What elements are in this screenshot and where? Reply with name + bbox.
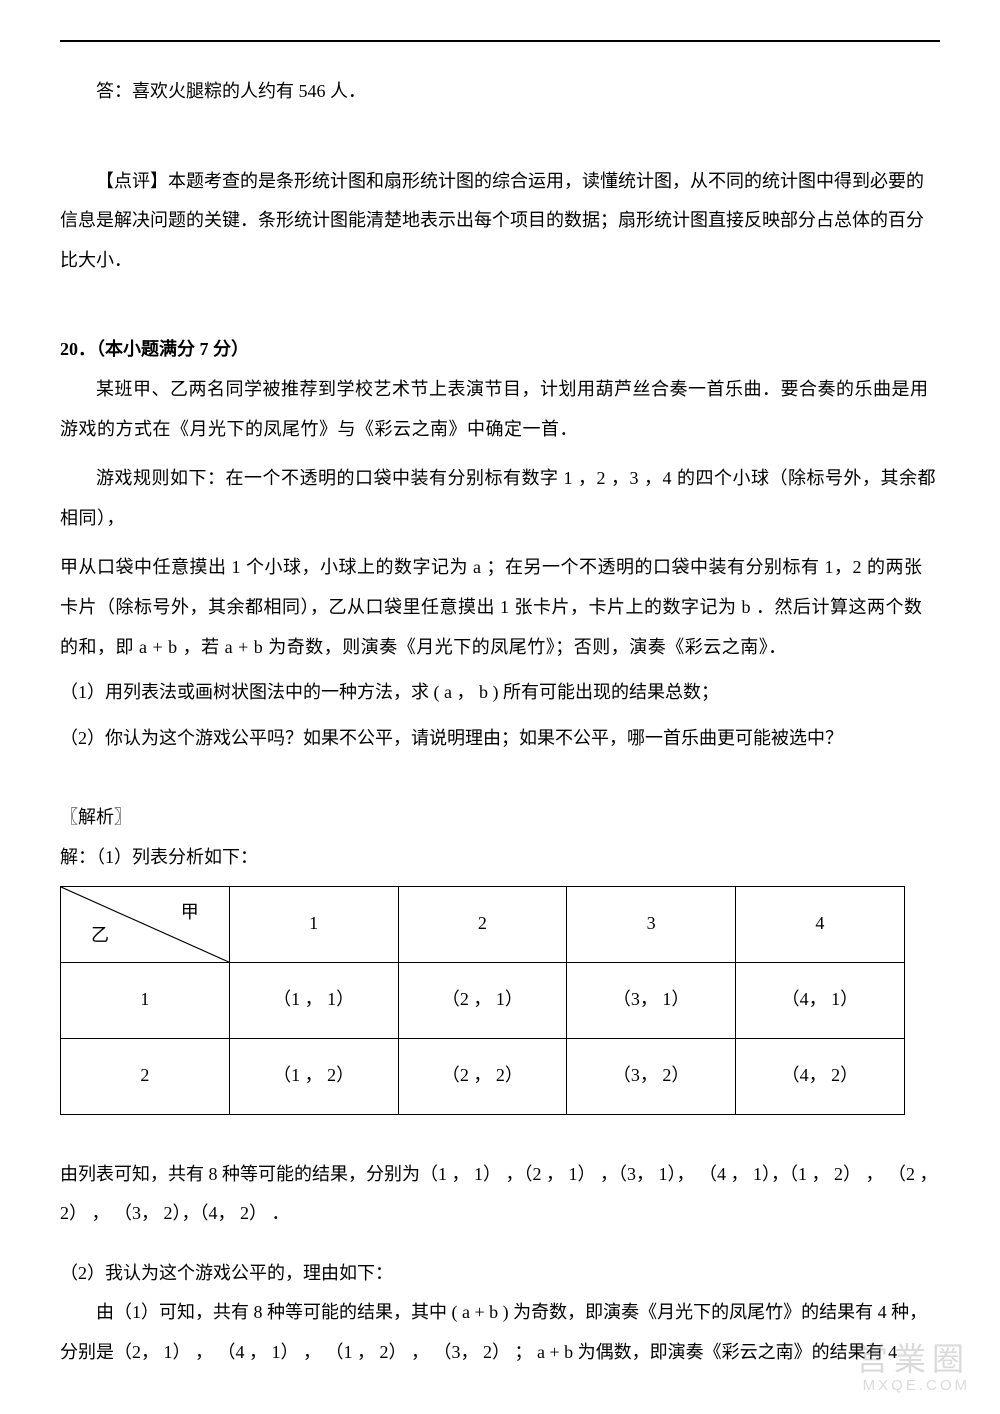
table-row: 1 （1 ， 1） （2 ， 1） （3， 1） （4， 1） [61,962,905,1038]
solution-p1: 解：（1）列表分析如下： [60,838,940,878]
top-rule [60,40,940,42]
q20-p1: 某班甲、乙两名同学被推荐到学校艺术节上表演节目，计划用葫芦丝合奏一首乐曲．要合奏… [60,370,940,449]
cell: （2 ， 1） [398,962,567,1038]
gap [60,290,940,330]
solution-p2: 由列表可知，共有 8 种等可能的结果，分别为（1 ， 1） ，（2 ， 1） ，… [60,1155,940,1234]
gap [60,758,940,798]
cell: （4， 2） [736,1038,905,1114]
solution-heading: 〖解析〗 [60,798,940,838]
cell: （3， 2） [567,1038,736,1114]
diag-line-icon [61,887,229,962]
cell: （2 ， 2） [398,1038,567,1114]
col-head: 1 [229,886,398,962]
col-head: 4 [736,886,905,962]
table-row: 2 （1 ， 2） （2 ， 2） （3， 2） （4， 2） [61,1038,905,1114]
watermark-sub: MXQE.COM [856,1378,970,1395]
cell: （1 ， 1） [229,962,398,1038]
outcome-table: 甲 乙 1 2 3 4 1 （1 ， 1） （2 ， 1） （3， 1） （4，… [60,886,905,1115]
diag-bot-label: 乙 [91,916,109,956]
q20-sub2: （2）你认为这个游戏公平吗？如果不公平，请说明理由；如果不公平，哪一首乐曲更可能… [60,719,940,759]
table-header-row: 甲 乙 1 2 3 4 [61,886,905,962]
cell: （3， 1） [567,962,736,1038]
col-head: 2 [398,886,567,962]
gap [60,1135,940,1155]
q20-p2b: 甲从口袋中任意摸出 1 个小球，小球上的数字记为 a ；在另一个不透明的口袋中装… [60,548,940,667]
q20-title: 20．（本小题满分 7 分） [60,330,940,370]
q20-p2a: 游戏规则如下：在一个不透明的口袋中装有分别标有数字 1 ，2 ，3 ，4 的四个… [60,459,940,538]
diag-top-label: 甲 [181,893,199,933]
col-head: 3 [567,886,736,962]
cell: （1 ， 2） [229,1038,398,1114]
diag-header: 甲 乙 [61,886,230,962]
row-head: 1 [61,962,230,1038]
gap [60,122,940,162]
q20-sub1: （1）用列表法或画树状图法中的一种方法，求 ( a ， b ) 所有可能出现的结… [60,673,940,713]
solution-p4: 由（1）可知，共有 8 种等可能的结果，其中 ( a + b ) 为奇数，即演奏… [60,1293,940,1372]
comment-text: 【点评】本题考查的是条形统计图和扇形统计图的综合运用，读懂统计图，从不同的统计图… [60,162,940,281]
solution-p3: （2）我认为这个游戏公平的，理由如下： [60,1254,940,1294]
row-head: 2 [61,1038,230,1114]
cell: （4， 1） [736,962,905,1038]
gap [60,1234,940,1254]
answer-line: 答：喜欢火腿粽的人约有 546 人． [60,72,940,112]
